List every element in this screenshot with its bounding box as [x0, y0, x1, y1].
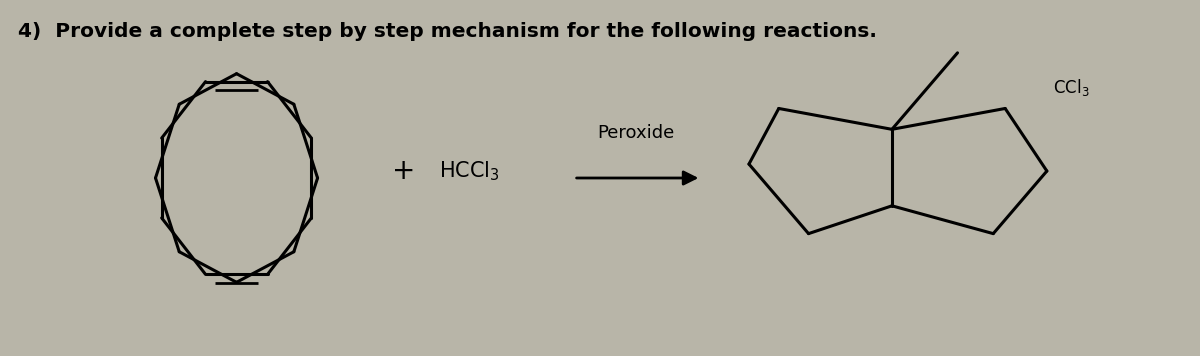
Text: +: + — [391, 157, 415, 185]
Text: Peroxide: Peroxide — [598, 124, 674, 142]
Text: CCl$_3$: CCl$_3$ — [1052, 77, 1090, 98]
Text: 4)  Provide a complete step by step mechanism for the following reactions.: 4) Provide a complete step by step mecha… — [18, 22, 877, 41]
Text: HCCl$_3$: HCCl$_3$ — [439, 159, 500, 183]
